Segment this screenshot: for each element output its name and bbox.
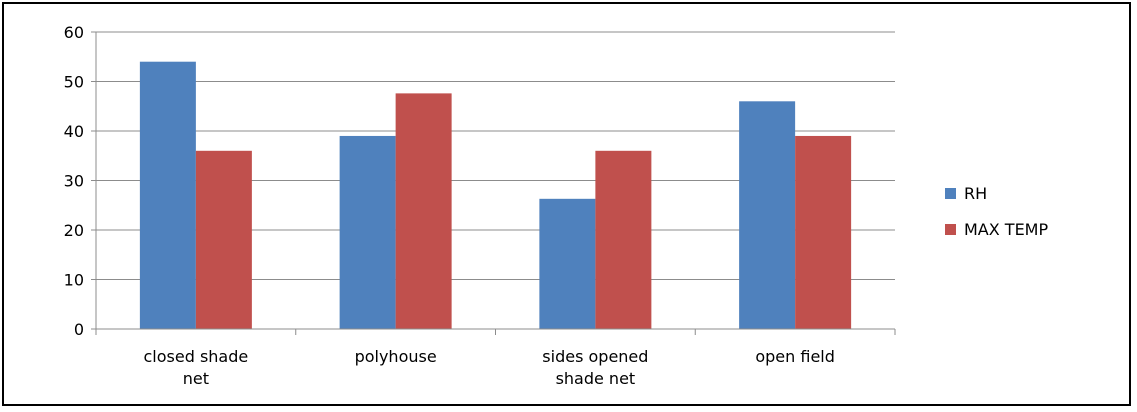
x-tick-label-line: shade net bbox=[556, 369, 636, 388]
bar-rh bbox=[539, 198, 596, 329]
x-tick-label-line: net bbox=[183, 369, 209, 388]
legend-label: MAX TEMP bbox=[964, 220, 1048, 239]
x-tick-label: open field bbox=[755, 347, 835, 366]
bar-rh bbox=[339, 135, 396, 329]
x-axis: closed shade net polyhouse sides opened shad… bbox=[95, 328, 896, 388]
bar-max-temp bbox=[795, 135, 852, 329]
legend-label: RH bbox=[964, 184, 987, 203]
y-tick-label: 40 bbox=[64, 122, 84, 141]
x-tick-label-line: open field bbox=[755, 347, 835, 366]
bar-max-temp bbox=[595, 150, 652, 329]
y-tick-label: 20 bbox=[64, 221, 84, 240]
y-tick-label: 0 bbox=[74, 320, 84, 339]
y-tick-label: 30 bbox=[64, 172, 84, 191]
x-tick-label: sides opened shade net bbox=[542, 347, 648, 388]
bar-max-temp bbox=[195, 150, 252, 329]
bars bbox=[139, 61, 852, 329]
bar-max-temp bbox=[395, 93, 452, 329]
x-tick-label-line: polyhouse bbox=[355, 347, 437, 366]
x-tick-label: closed shade net bbox=[144, 347, 249, 388]
x-tick-label-line: sides opened bbox=[542, 347, 648, 366]
y-tick-label: 10 bbox=[64, 271, 84, 290]
x-tick-label: polyhouse bbox=[355, 347, 437, 366]
y-tick-label: 50 bbox=[64, 73, 84, 92]
bar-rh bbox=[139, 61, 196, 329]
x-tick-label-line: closed shade bbox=[144, 347, 249, 366]
legend-swatch bbox=[945, 224, 956, 235]
y-tick-label: 60 bbox=[64, 23, 84, 42]
bar-rh bbox=[739, 101, 796, 329]
y-axis: 0 10 20 30 40 50 60 bbox=[64, 23, 97, 339]
legend-swatch bbox=[945, 188, 956, 199]
legend: RH MAX TEMP bbox=[945, 184, 1048, 239]
